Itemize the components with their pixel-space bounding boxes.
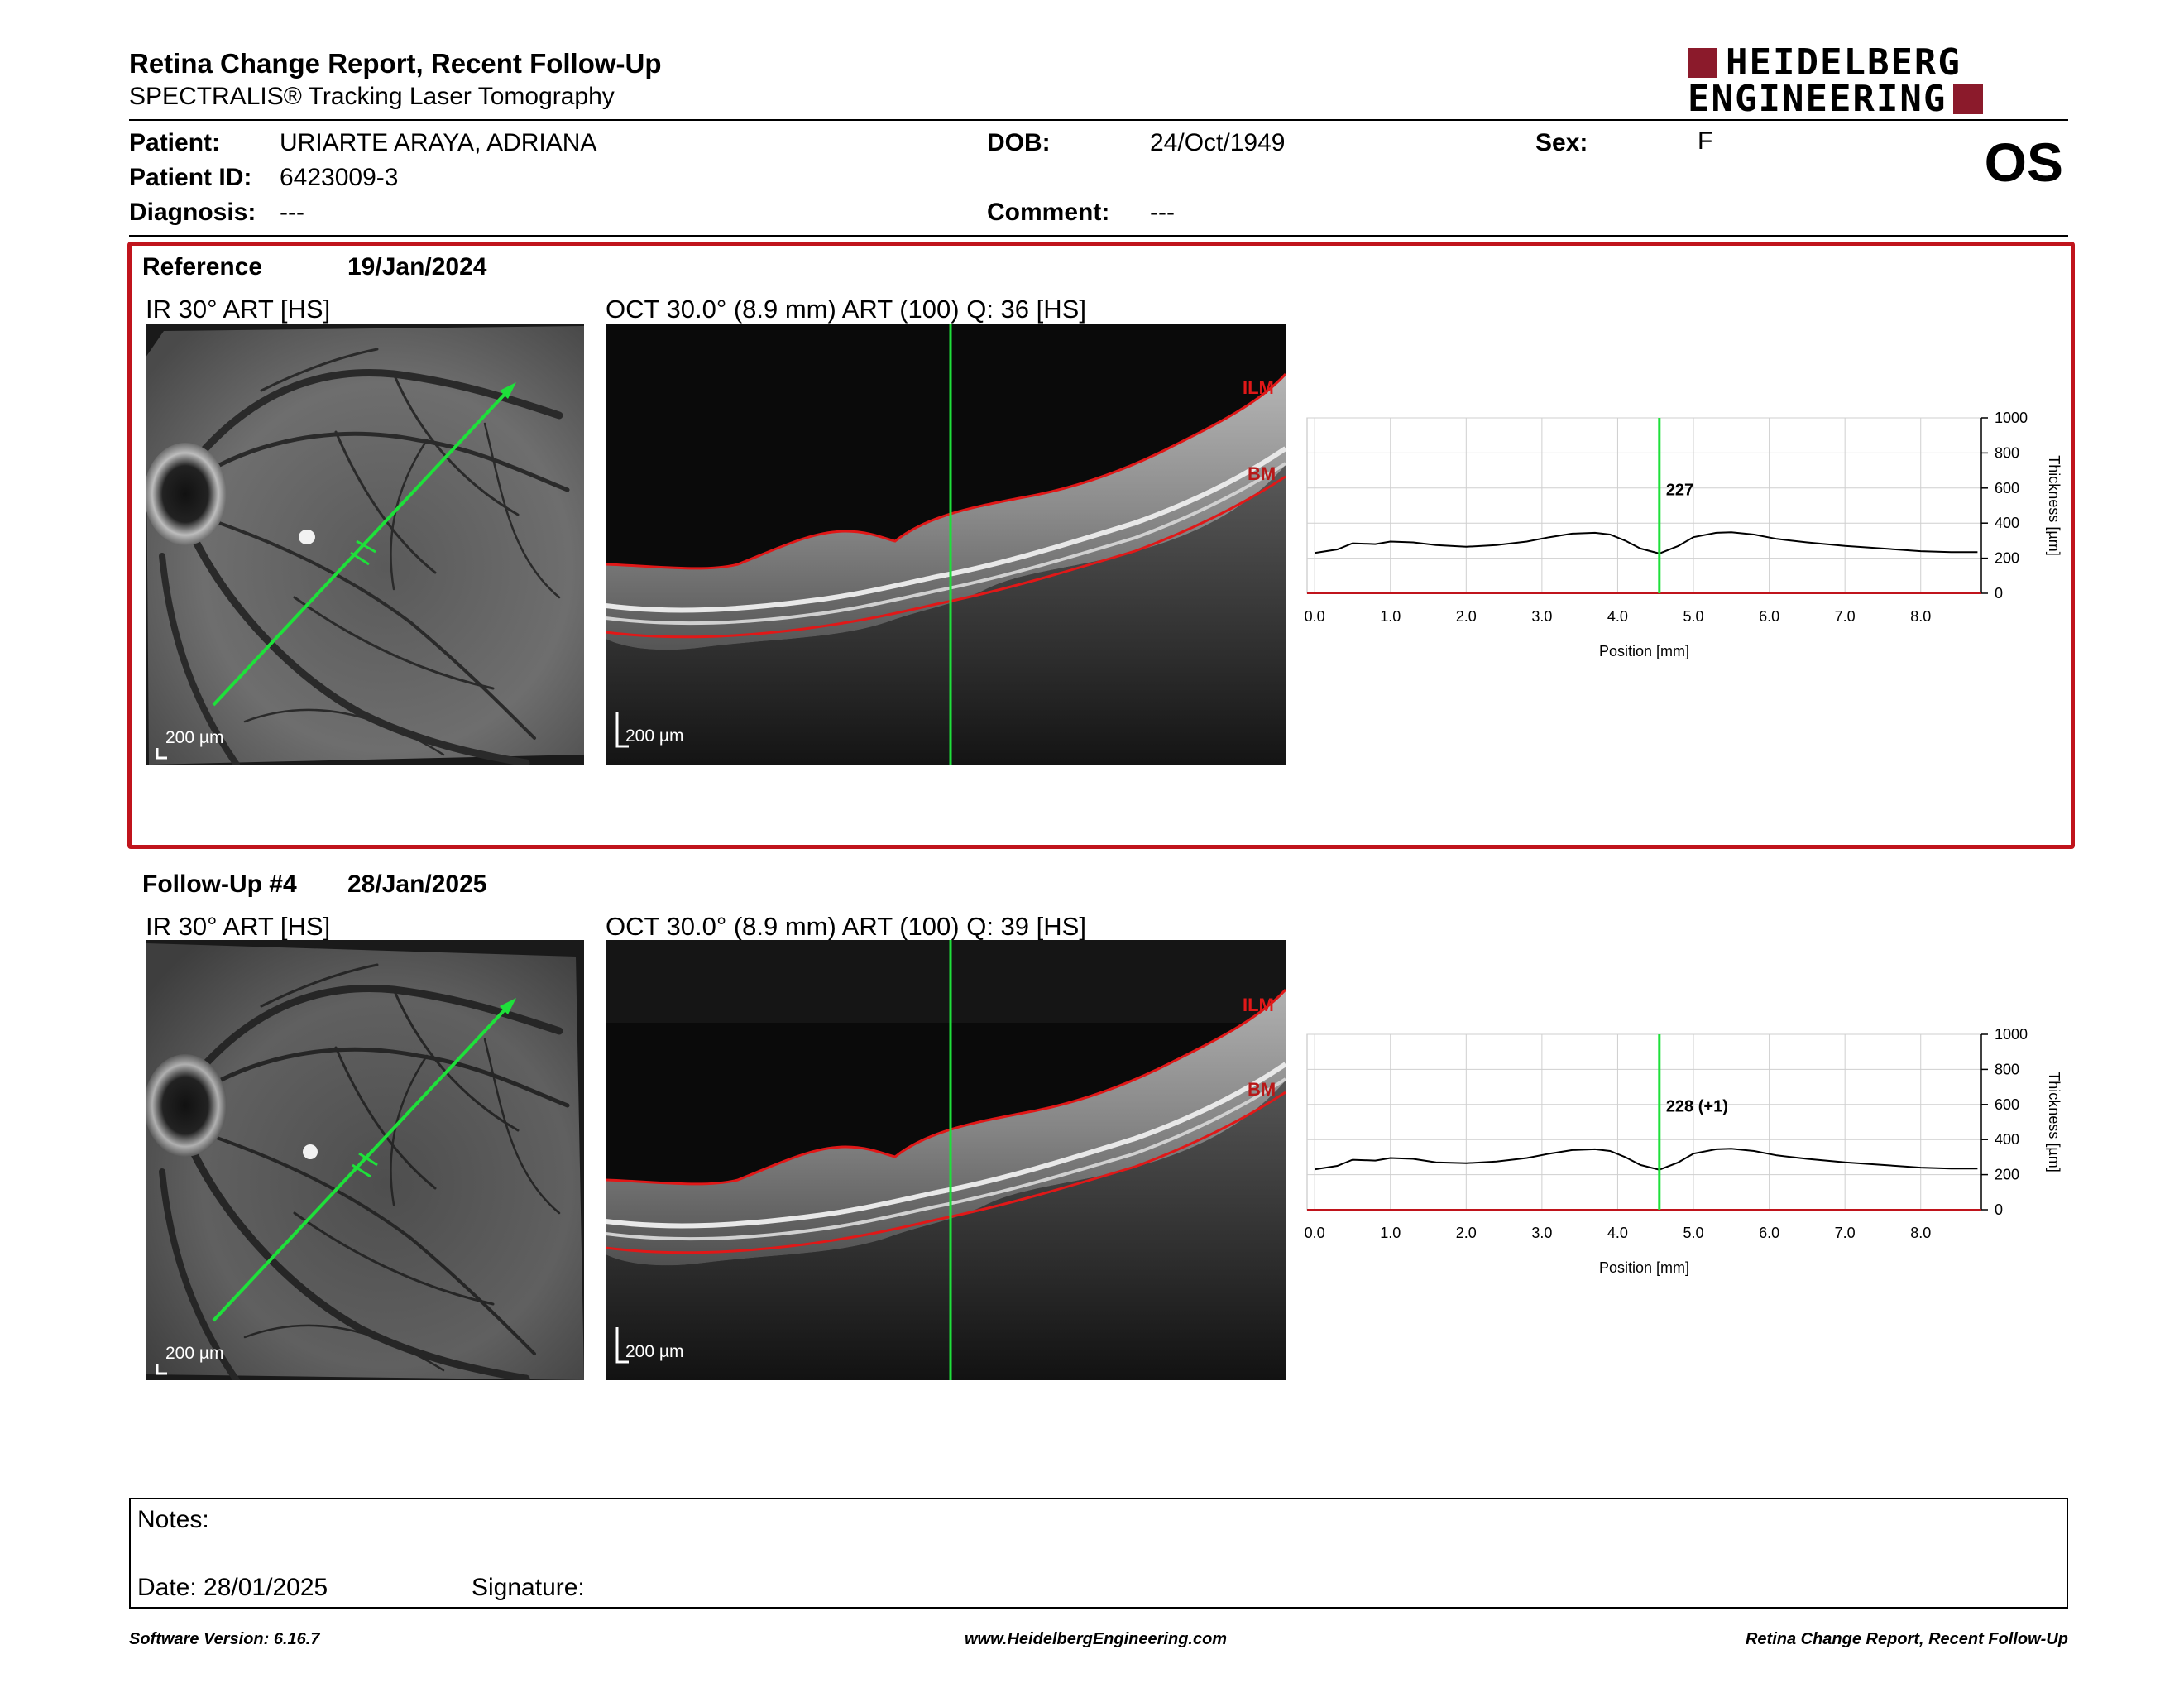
x-tick-label: 0.0 xyxy=(1305,1225,1325,1241)
y-tick-label: 200 xyxy=(1995,1167,2019,1183)
heidelberg-logo: HEIDELBERG ENGINEERING xyxy=(1688,43,2068,117)
signature-label: Signature: xyxy=(472,1574,585,1601)
info-rule xyxy=(129,235,2068,237)
x-tick-label: 1.0 xyxy=(1380,608,1401,625)
logo-top-row: HEIDELBERG xyxy=(1688,41,1961,84)
y-tick-label: 600 xyxy=(1995,1096,2019,1113)
footer-report-name: Retina Change Report, Recent Follow-Up xyxy=(1745,1630,2068,1648)
plot-area xyxy=(1306,417,1982,594)
marker-value: 227 xyxy=(1666,481,1693,499)
x-tick-label: 3.0 xyxy=(1531,1225,1552,1241)
patient-label: Patient: xyxy=(129,129,221,156)
header-rule xyxy=(129,119,2068,121)
followup-oct-label: OCT 30.0° (8.9 mm) ART (100) Q: 39 [HS] xyxy=(606,912,1086,941)
x-tick-label: 3.0 xyxy=(1531,608,1552,625)
dob-value: 24/Oct/1949 xyxy=(1150,129,1286,156)
plot-area xyxy=(1306,1033,1982,1211)
patient-name: URIARTE ARAYA, ADRIANA xyxy=(280,129,597,156)
diagnosis-label: Diagnosis: xyxy=(129,199,256,226)
logo-square-icon xyxy=(1953,84,1984,114)
marker-value: 228 (+1) xyxy=(1666,1097,1728,1115)
followup-bm-label: BM xyxy=(1248,1079,1276,1100)
y-tick-label: 600 xyxy=(1995,480,2019,496)
x-tick-label: 7.0 xyxy=(1835,608,1856,625)
y-tick-label: 0 xyxy=(1995,1201,2003,1218)
sex-value: F xyxy=(1698,127,1713,155)
x-tick-label: 4.0 xyxy=(1607,1225,1628,1241)
footer-software-version: Software Version: 6.16.7 xyxy=(129,1630,320,1648)
followup-ilm-label: ILM xyxy=(1243,995,1274,1015)
y-tick-label: 200 xyxy=(1995,550,2019,567)
comment-label: Comment: xyxy=(987,199,1110,226)
reference-ilm-label: ILM xyxy=(1243,377,1274,398)
reference-ir-scale: 200 µm xyxy=(165,728,224,747)
followup-thickness-chart: 0.0 1.0 2.0 3.0 4.0 5.0 6.0 7.0 8.0 0 200 400 600 800… xyxy=(1299,1026,2076,1291)
followup-ir-label: IR 30° ART [HS] xyxy=(146,912,331,941)
reference-bm-label: BM xyxy=(1248,463,1276,484)
followup-chart-svg: 0.0 1.0 2.0 3.0 4.0 5.0 6.0 7.0 8.0 0 200 400 600 800… xyxy=(1305,1026,2062,1276)
y-tick-label: 800 xyxy=(1995,1061,2019,1077)
followup-ir-scale: 200 µm xyxy=(165,1344,224,1363)
followup-oct-scale: 200 µm xyxy=(625,1342,684,1361)
reference-date: 19/Jan/2024 xyxy=(347,253,487,281)
diagnosis-value: --- xyxy=(280,199,304,226)
thickness-line xyxy=(1315,1148,1978,1171)
notes-box[interactable]: Notes: Date: 28/01/2025 Signature: xyxy=(129,1498,2068,1609)
x-tick-label: 7.0 xyxy=(1835,1225,1856,1241)
x-tick-label: 8.0 xyxy=(1910,608,1931,625)
reference-oct-label: OCT 30.0° (8.9 mm) ART (100) Q: 36 [HS] xyxy=(606,295,1086,324)
x-axis-label: Position [mm] xyxy=(1599,1259,1689,1276)
x-tick-label: 1.0 xyxy=(1380,1225,1401,1241)
eye-indicator: OS xyxy=(1984,132,2063,193)
reference-chart-svg: 0.0 1.0 2.0 3.0 4.0 5.0 6.0 7.0 8.0 0 200 400 600 800… xyxy=(1305,410,2062,659)
reference-ir-label: IR 30° ART [HS] xyxy=(146,295,331,324)
x-tick-label: 2.0 xyxy=(1456,608,1477,625)
x-tick-label: 5.0 xyxy=(1684,1225,1704,1241)
followup-ir-image: 200 µm xyxy=(144,940,584,1383)
dob-label: DOB: xyxy=(987,129,1051,156)
followup-date: 28/Jan/2025 xyxy=(347,870,487,898)
reference-thickness-chart: 0.0 1.0 2.0 3.0 4.0 5.0 6.0 7.0 8.0 0 200 400 600 800… xyxy=(1299,410,2076,674)
reference-heading: Reference xyxy=(142,253,263,281)
y-axis-label: Thickness [µm] xyxy=(2046,1072,2062,1172)
y-axis-label: Thickness [µm] xyxy=(2046,455,2062,555)
reference-oct-scale: 200 µm xyxy=(625,727,684,746)
x-tick-label: 2.0 xyxy=(1456,1225,1477,1241)
patient-id-label: Patient ID: xyxy=(129,164,252,191)
y-tick-label: 400 xyxy=(1995,1131,2019,1148)
x-tick-label: 4.0 xyxy=(1607,608,1628,625)
x-tick-label: 8.0 xyxy=(1910,1225,1931,1241)
x-tick-label: 5.0 xyxy=(1684,608,1704,625)
logo-line2: ENGINEERING xyxy=(1688,78,1947,120)
patient-id-value: 6423009-3 xyxy=(280,164,399,191)
x-tick-label: 0.0 xyxy=(1305,608,1325,625)
logo-bottom-row: ENGINEERING xyxy=(1688,78,1984,120)
notes-label: Notes: xyxy=(137,1506,209,1533)
comment-value: --- xyxy=(1150,199,1175,226)
followup-oct-image: ILM BM 200 µm xyxy=(606,940,1286,1380)
x-tick-label: 6.0 xyxy=(1759,1225,1779,1241)
y-tick-label: 0 xyxy=(1995,585,2003,602)
y-tick-label: 400 xyxy=(1995,515,2019,531)
y-tick-label: 1000 xyxy=(1995,1026,2028,1043)
report-subtitle: SPECTRALIS® Tracking Laser Tomography xyxy=(129,83,615,110)
thickness-line xyxy=(1315,531,1978,554)
logo-square-icon xyxy=(1688,48,1717,78)
sex-label: Sex: xyxy=(1535,129,1588,156)
followup-heading: Follow-Up #4 xyxy=(142,870,297,898)
notes-date: Date: 28/01/2025 xyxy=(137,1574,328,1601)
reference-frame xyxy=(127,242,2075,849)
report-title: Retina Change Report, Recent Follow-Up xyxy=(129,48,662,79)
x-axis-label: Position [mm] xyxy=(1599,643,1689,659)
y-tick-label: 800 xyxy=(1995,444,2019,461)
reference-oct-image: ILM BM 200 µm xyxy=(606,324,1286,765)
reference-ir-image: 200 µm xyxy=(144,324,584,768)
x-tick-label: 6.0 xyxy=(1759,608,1779,625)
footer-website[interactable]: www.HeidelbergEngineering.com xyxy=(965,1630,1228,1648)
y-tick-label: 1000 xyxy=(1995,410,2028,426)
logo-line1: HEIDELBERG xyxy=(1726,41,1961,84)
